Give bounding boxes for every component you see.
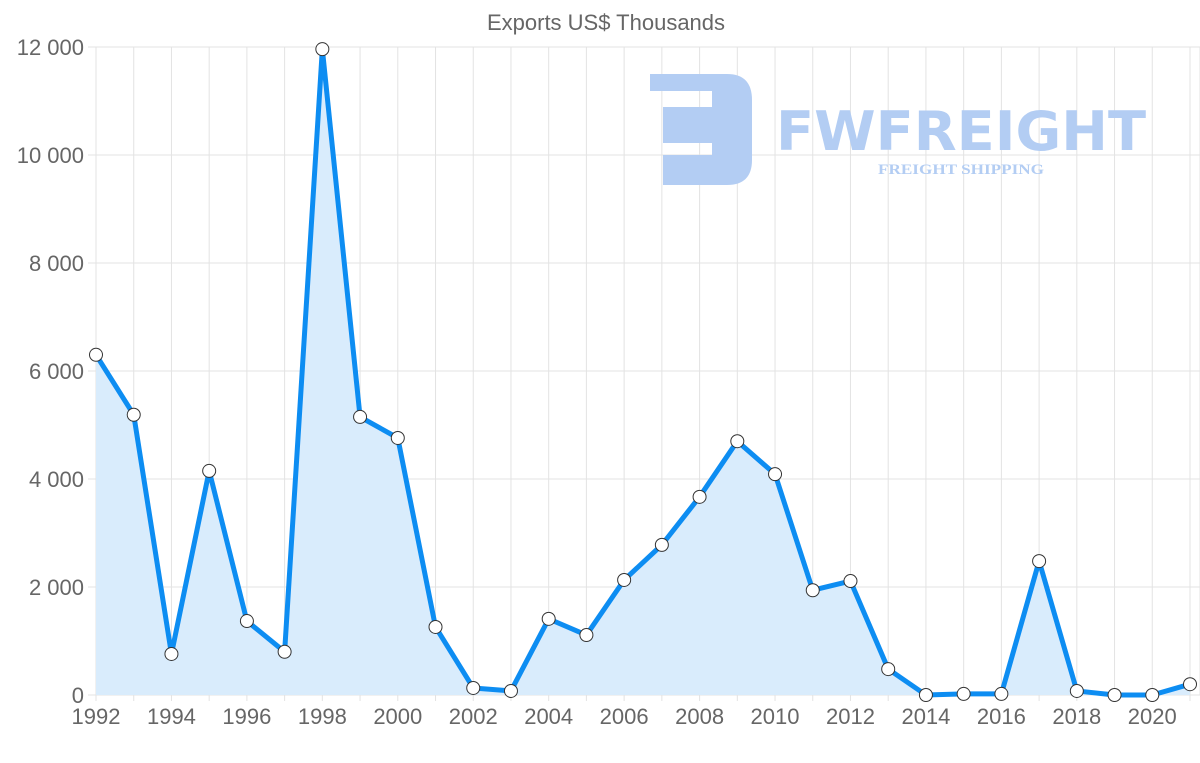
data-point[interactable] [805,583,820,598]
data-point[interactable] [541,611,556,626]
series-line [93,46,1191,698]
y-tick-label: 8 000 [29,251,84,276]
data-point[interactable] [315,42,330,57]
y-tick-label: 4 000 [29,467,84,492]
data-point[interactable] [768,467,783,482]
x-tick-label: 2018 [1052,704,1101,729]
data-point[interactable] [1145,688,1160,702]
data-point[interactable] [239,614,254,629]
data-point[interactable] [956,686,971,701]
x-tick-label: 2008 [675,704,724,729]
data-point[interactable] [1183,677,1197,692]
data-point[interactable] [1069,683,1084,698]
area-fill [96,49,1190,696]
x-axis: 1992 1994 1996 1998 2000 2002 2004 2006 2008 2010… [72,704,1177,729]
watermark-logo: FWFREIGHT FREIGHT SHIPPING [650,74,1146,185]
data-point[interactable] [1107,688,1122,702]
data-point[interactable] [579,628,594,643]
y-axis: 0 2 000 4 000 6 000 8 000 10 000 12 000 [17,35,84,708]
x-tick-label: 1992 [72,704,121,729]
x-tick-label: 1996 [222,704,271,729]
data-point[interactable] [390,430,405,445]
chart-title: Exports US$ Thousands [487,10,725,35]
data-point[interactable] [428,619,443,634]
data-point[interactable] [277,644,292,659]
logo-tagline: FREIGHT SHIPPING [878,162,1044,178]
x-tick-label: 1998 [298,704,347,729]
data-point[interactable] [164,646,179,661]
data-points [89,42,1197,702]
data-point[interactable] [353,409,368,424]
y-tick-label: 6 000 [29,359,84,384]
x-tick-label: 2000 [373,704,422,729]
y-tick-label: 0 [72,683,84,708]
data-point[interactable] [881,662,896,677]
x-tick-label: 2006 [600,704,649,729]
x-tick-label: 1994 [147,704,196,729]
y-tick-label: 10 000 [17,143,84,168]
x-tick-label: 2014 [901,704,950,729]
data-point[interactable] [692,489,707,504]
data-point[interactable] [918,688,933,702]
data-point[interactable] [994,686,1009,701]
logo-mark-icon [650,74,752,185]
data-point[interactable] [730,434,745,449]
data-point[interactable] [466,680,481,695]
x-tick-label: 2020 [1128,704,1177,729]
data-point[interactable] [126,407,141,422]
data-point[interactable] [1032,554,1047,569]
x-tick-label: 2016 [977,704,1026,729]
y-tick-label: 12 000 [17,35,84,60]
data-point[interactable] [202,463,217,478]
y-tick-label: 2 000 [29,575,84,600]
data-point[interactable] [89,347,103,362]
x-tick-label: 2004 [524,704,573,729]
x-tick-label: 2010 [751,704,800,729]
logo-brand: FWFREIGHT [776,100,1146,163]
data-point[interactable] [617,572,632,587]
data-point[interactable] [654,537,669,552]
x-tick-label: 2012 [826,704,875,729]
x-tick-label: 2002 [449,704,498,729]
data-point[interactable] [503,683,518,698]
data-point[interactable] [843,574,858,589]
